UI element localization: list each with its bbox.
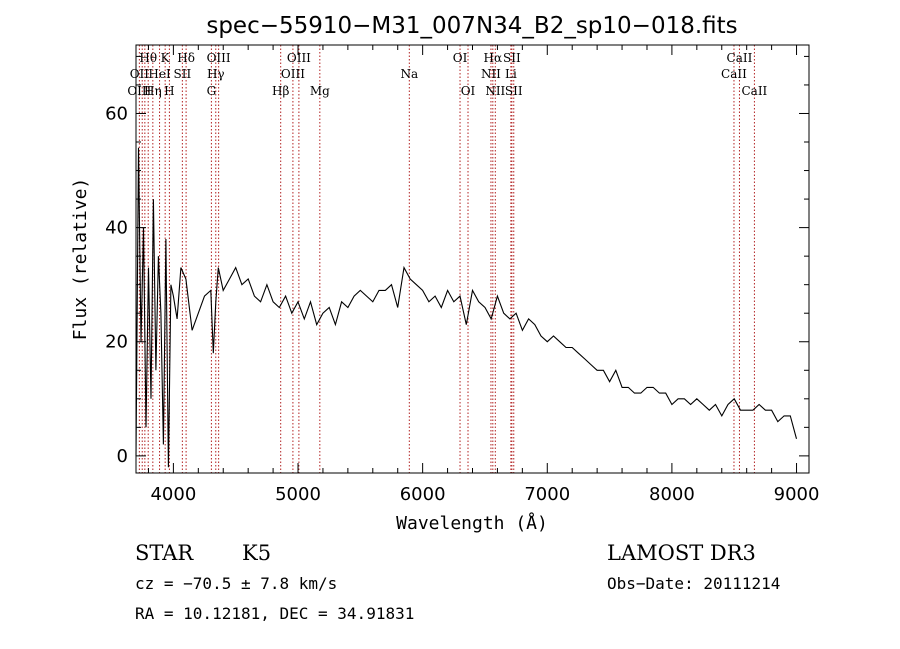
line-label: G <box>207 84 217 98</box>
line-label: Li <box>505 67 517 81</box>
line-label: Mg <box>310 84 330 98</box>
spectrum-series-line <box>135 147 798 468</box>
line-label: OIII <box>207 51 231 65</box>
x-tick-label: 6000 <box>400 484 446 505</box>
line-label: CaII <box>741 84 767 98</box>
line-label: Hη <box>144 84 162 98</box>
x-axis-ticks: 4000 5000 6000 7000 8000 9000 <box>147 45 820 505</box>
emission-line-markers <box>138 45 755 473</box>
line-label: Hγ <box>207 67 225 81</box>
y-tick-label: 40 <box>105 218 128 239</box>
line-label: OIII <box>281 67 305 81</box>
redshift-velocity: cz = −70.5 ± 7.8 km/s <box>135 574 337 593</box>
line-label: Na <box>400 67 418 81</box>
sky-coordinates: RA = 10.12181, DEC = 34.91831 <box>135 604 414 623</box>
line-label: Hθ <box>139 51 157 65</box>
y-axis-ticks: 0 20 40 60 <box>105 55 809 467</box>
line-label: Hα <box>484 51 503 65</box>
line-label: CaII <box>727 51 753 65</box>
x-tick-label: 4000 <box>150 484 196 505</box>
line-label: HeI <box>148 67 171 81</box>
line-label: OII <box>130 67 150 81</box>
line-label: NII <box>485 84 505 98</box>
line-label: OI <box>461 84 476 98</box>
line-label: H <box>164 84 174 98</box>
line-label: Hβ <box>272 84 289 98</box>
line-label: OIII <box>127 84 151 98</box>
line-label: OI <box>453 51 468 65</box>
line-label: SII <box>503 51 521 65</box>
x-tick-label: 9000 <box>774 484 820 505</box>
y-tick-label: 20 <box>105 332 128 353</box>
x-tick-label: 7000 <box>524 484 570 505</box>
line-label: K <box>161 51 171 65</box>
object-class: STAR <box>135 541 194 565</box>
survey-name: LAMOST DR3 <box>607 541 756 565</box>
x-axis-label: Wavelength (Å) <box>396 512 548 534</box>
x-tick-label: 8000 <box>649 484 695 505</box>
line-label: OIII <box>287 51 311 65</box>
line-label: Hδ <box>177 51 195 65</box>
line-label: SII <box>174 67 192 81</box>
observation-date: Obs−Date: 20111214 <box>607 574 780 593</box>
y-tick-label: 60 <box>105 103 128 124</box>
line-label: SII <box>505 84 523 98</box>
chart-title: spec−55910−M31_007N34_B2_sp10−018.fits <box>206 13 737 39</box>
x-tick-label: 5000 <box>275 484 321 505</box>
y-axis-label: Flux (relative) <box>70 178 91 341</box>
subclass: K5 <box>242 541 271 565</box>
line-label: CaII <box>721 67 747 81</box>
line-label: NII <box>481 67 501 81</box>
y-tick-label: 0 <box>117 446 128 467</box>
